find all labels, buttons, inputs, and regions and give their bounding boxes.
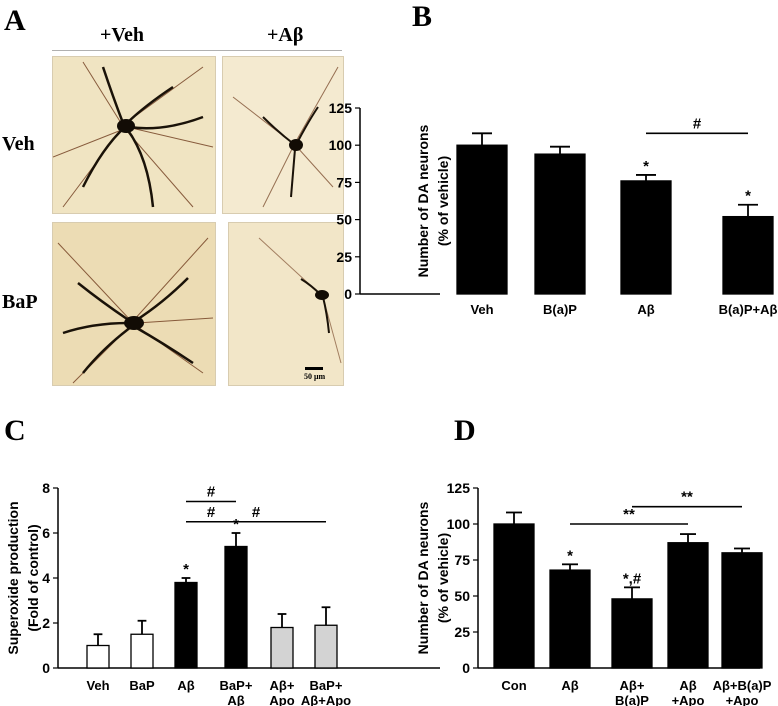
category-label: BaP — [129, 678, 155, 693]
category-label: Apo — [269, 693, 294, 706]
y-tick-label: 0 — [42, 660, 50, 676]
category-label: +Apo — [672, 693, 705, 706]
comparison-label: ** — [681, 489, 693, 506]
micrograph-veh-veh — [52, 56, 216, 214]
category-label: Aβ+Apo — [301, 693, 351, 706]
category-label: Con — [501, 678, 526, 693]
y-axis-label: Superoxide production — [5, 501, 21, 654]
y-tick-label: 100 — [329, 137, 353, 153]
comparison-label: # — [207, 504, 216, 521]
y-tick-label: 75 — [336, 174, 352, 190]
y-axis-label: Number of DA neurons — [415, 501, 431, 654]
comparison-label: ** — [623, 506, 635, 523]
comparison-label: # — [693, 115, 702, 132]
bar — [493, 523, 535, 669]
y-axis-label-unit: (Fold of control) — [25, 524, 41, 631]
significance-mark: *,# — [623, 570, 642, 587]
category-label: Aβ+ — [620, 678, 645, 693]
significance-mark: * — [643, 158, 649, 175]
bar — [721, 552, 763, 669]
y-tick-label: 0 — [344, 286, 352, 302]
column-label-veh: +Veh — [100, 24, 145, 46]
y-tick-label: 25 — [454, 624, 470, 640]
category-label: Aβ+ — [270, 678, 295, 693]
y-tick-label: 125 — [447, 480, 471, 496]
category-label: BaP+ — [310, 678, 343, 693]
y-tick-label: 0 — [462, 660, 470, 676]
significance-mark: * — [233, 516, 239, 533]
y-tick-label: 4 — [42, 570, 50, 586]
category-label: Veh — [470, 302, 493, 317]
column-label-abeta: +Aβ — [267, 24, 304, 46]
category-label: B(a)P+Aβ — [719, 302, 778, 317]
comparison-label: # — [252, 504, 261, 521]
micrograph-bap-abeta: 50 μm — [228, 222, 344, 386]
bar — [611, 598, 653, 669]
category-label: +Apo — [726, 693, 759, 706]
significance-mark: * — [567, 547, 573, 564]
y-tick-label: 50 — [454, 588, 470, 604]
y-tick-label: 50 — [336, 212, 352, 228]
category-label: B(a)P — [615, 693, 649, 706]
category-label: Aβ — [227, 693, 244, 706]
y-tick-label: 2 — [42, 615, 50, 631]
y-tick-label: 8 — [42, 480, 50, 496]
micrograph-bap-veh — [52, 222, 216, 386]
panel-label-c: C — [4, 414, 26, 447]
y-tick-label: 25 — [336, 249, 352, 265]
category-label: Aβ — [679, 678, 696, 693]
bar — [620, 180, 672, 295]
bar — [667, 542, 709, 669]
category-label: Veh — [86, 678, 109, 693]
y-axis-label-unit: (% of vehicle) — [435, 533, 451, 623]
panel-label-a: A — [4, 4, 26, 37]
y-axis-label-unit: (% of vehicle) — [435, 156, 451, 246]
y-axis-label: Number of DA neurons — [415, 124, 431, 277]
comparison-label: # — [207, 484, 216, 501]
category-label: BaP+ — [220, 678, 253, 693]
bar — [722, 215, 774, 295]
row-label-veh: Veh — [2, 133, 35, 155]
significance-mark: * — [745, 188, 751, 205]
column-header-divider — [52, 50, 342, 51]
y-tick-label: 125 — [329, 100, 353, 116]
bar — [549, 569, 591, 669]
panel-label-b: B — [412, 0, 433, 33]
y-tick-label: 75 — [454, 552, 470, 568]
category-label: Aβ — [561, 678, 578, 693]
panel-label-d: D — [454, 414, 476, 447]
category-label: Aβ — [177, 678, 194, 693]
row-label-bap: BaP — [2, 291, 38, 313]
scale-bar-label: 50 μm — [304, 372, 326, 381]
category-label: B(a)P — [543, 302, 577, 317]
y-tick-label: 6 — [42, 525, 50, 541]
bar — [456, 144, 508, 295]
category-label: Aβ — [637, 302, 654, 317]
micrograph-veh-abeta — [222, 56, 344, 214]
y-tick-label: 100 — [447, 516, 471, 532]
category-label: Aβ+B(a)P — [713, 678, 772, 693]
significance-mark: * — [183, 561, 189, 578]
